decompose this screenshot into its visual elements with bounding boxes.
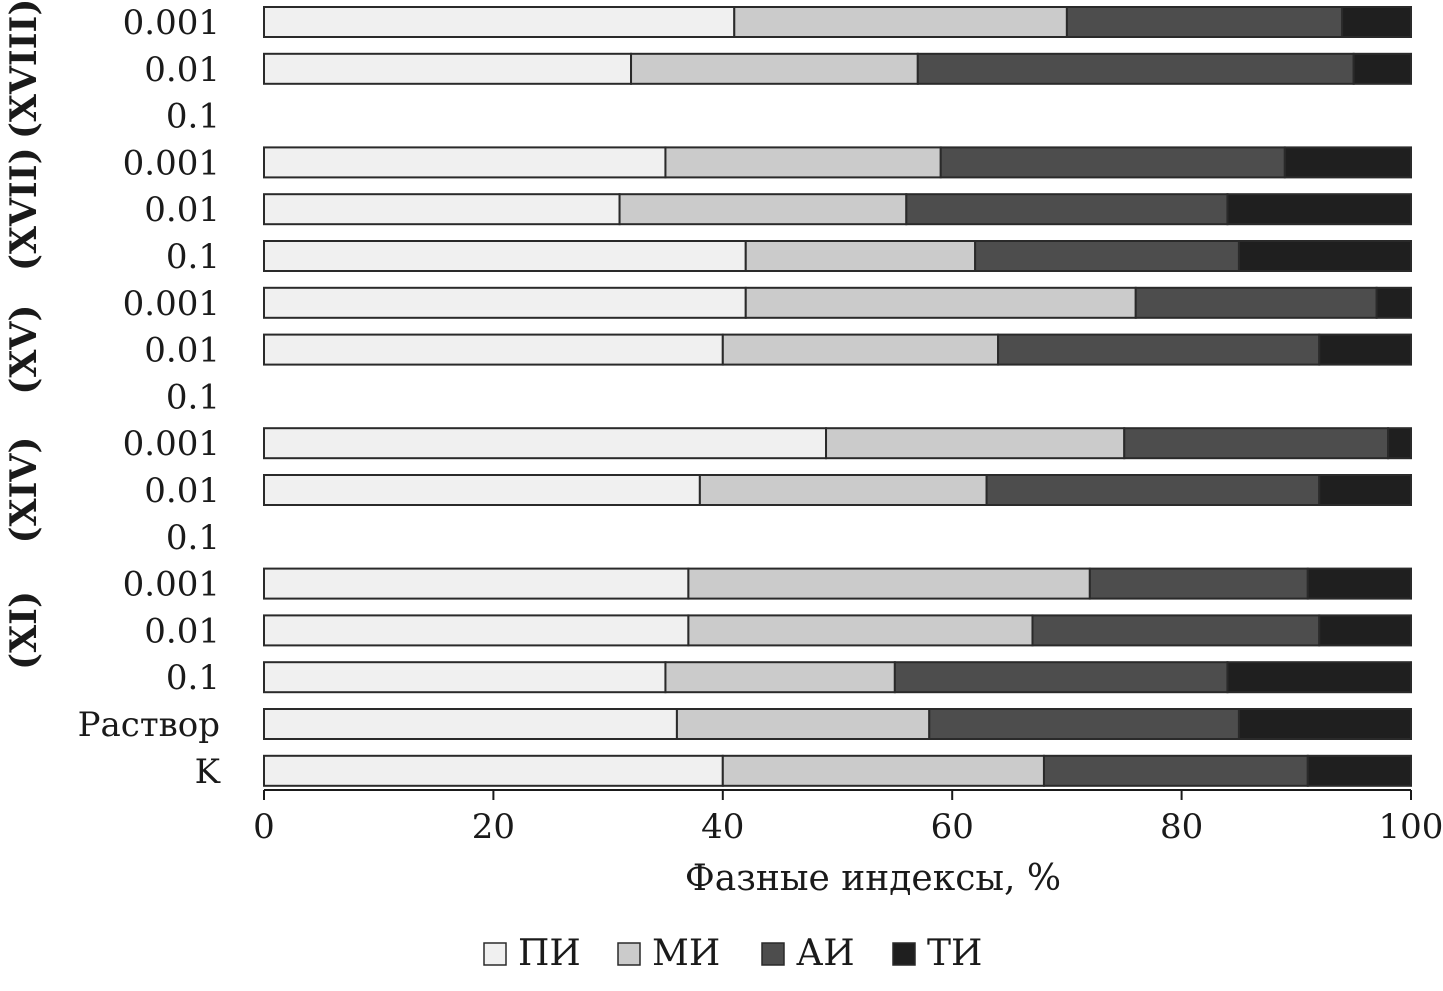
category-labels: 0.001 0.01 0.1 0.001 0.01 0.1 0.001 0.01 0.1 0.00… [78,3,221,792]
bar-segment-ПИ-row-3 [263,146,667,179]
bar-segment-ПИ-row-1 [263,52,633,85]
legend-swatch-АИ [761,942,785,966]
bar-segment-ТИ-row-5 [1237,240,1412,272]
bar-segment-МИ-row-7 [721,333,1000,366]
category-label: 0.01 [144,190,220,230]
category-label: K [195,752,221,792]
bar-segment-МИ-row-9 [825,427,1126,460]
category-label: 0.1 [166,97,220,137]
bar-segment-ТИ-row-13 [1318,614,1412,647]
bar-segment-АИ-row-13 [1031,614,1321,647]
category-label: 0.001 [123,565,220,605]
bar-segment-АИ-row-7 [997,333,1321,366]
category-label: 0.1 [166,377,220,417]
category-label: 0.01 [144,471,220,511]
category-label: 0.001 [123,143,220,183]
x-tick-label: 0 [253,807,275,847]
bar-segment-АИ-row-9 [1123,427,1390,460]
category-label: 0.001 [123,284,220,324]
bar-segment-АИ-row-1 [916,52,1355,85]
bar-segment-ПИ-row-13 [263,614,690,647]
bar-segment-ТИ-row-6 [1375,286,1412,319]
x-tick-label: 60 [931,807,974,847]
legend: ПИ МИ АИ ТИ [483,933,982,974]
legend-swatch-МИ [617,942,641,966]
bar-segment-ПИ-row-6 [263,286,747,319]
bar-segment-АИ-row-6 [1134,286,1378,319]
bar-segment-МИ-row-10 [698,474,988,506]
legend-swatch-ПИ [483,942,507,966]
category-label: 0.1 [166,658,220,698]
bar-segment-АИ-row-4 [905,193,1229,226]
x-axis: 0 20 40 60 80 100 [253,789,1443,847]
bar-segment-ПИ-row-15 [263,708,678,740]
bar-segment-ПИ-row-7 [263,333,724,366]
bar-segment-ПИ-row-4 [263,193,621,226]
bar-segment-ТИ-row-16 [1306,754,1413,787]
bar-segment-ТИ-row-1 [1352,52,1413,85]
bar-segment-ТИ-row-3 [1283,146,1412,179]
bar-segment-МИ-row-1 [630,52,919,85]
category-label: 0.001 [123,424,220,464]
bar-segment-ПИ-row-14 [263,661,667,694]
bar-segment-АИ-row-12 [1088,567,1309,600]
bar-segment-МИ-row-3 [664,146,942,179]
bar-segment-АИ-row-15 [928,708,1240,740]
group-label: (XV) [3,305,45,395]
category-label: Раствор [78,705,220,745]
bar-segment-МИ-row-4 [618,193,908,226]
category-label: 0.01 [144,331,220,371]
bar-segment-ПИ-row-10 [263,474,701,506]
x-tick-label: 40 [701,807,744,847]
legend-label-АИ: АИ [796,933,855,974]
bar-segment-МИ-row-12 [687,567,1091,600]
bar-segment-ТИ-row-14 [1226,661,1412,694]
group-label: (XVII) [3,147,45,271]
bar-segment-ПИ-row-9 [263,427,828,460]
bar-segment-ПИ-row-5 [263,240,747,272]
legend-swatch-ТИ [892,942,916,966]
legend-label-ПИ: ПИ [518,933,581,974]
bar-segment-АИ-row-3 [939,146,1286,179]
bar-segment-МИ-row-6 [744,286,1137,319]
category-label: 0.1 [166,237,220,277]
category-label: 0.001 [123,3,220,43]
bar-segment-АИ-row-10 [985,474,1321,506]
bar-segment-ТИ-row-12 [1306,567,1413,600]
bar-segment-ТИ-row-4 [1226,193,1412,226]
bar-segment-АИ-row-14 [893,661,1229,694]
bar-segment-АИ-row-16 [1042,754,1309,787]
bar-segment-АИ-row-5 [974,240,1240,272]
group-label: (XIV) [3,437,45,544]
bar-segment-МИ-row-14 [664,661,896,694]
bar-segment-ПИ-row-12 [263,567,690,600]
bar-segment-ПИ-row-0 [263,6,736,38]
category-label: 0.01 [144,50,220,90]
bar-segment-МИ-row-15 [675,708,931,740]
bar-segment-ТИ-row-9 [1387,427,1413,460]
bar-segment-МИ-row-13 [687,614,1034,647]
x-tick-label: 100 [1379,807,1443,847]
bar-segment-ТИ-row-15 [1237,708,1412,740]
bar-segment-ТИ-row-0 [1341,6,1413,38]
group-labels: (XVIII) (XVII) (XV) (XIV) (XI) [3,0,45,670]
bar-segment-МИ-row-16 [721,754,1045,787]
bar-segment-МИ-row-5 [744,240,977,272]
x-tick-label: 20 [472,807,515,847]
legend-label-ТИ: ТИ [927,933,982,974]
bar-segment-АИ-row-0 [1065,6,1344,38]
bar-segment-ПИ-row-16 [263,754,724,787]
bars-layer [263,6,1413,787]
category-label: 0.01 [144,611,220,651]
bar-segment-ТИ-row-7 [1318,333,1412,366]
group-label: (XVIII) [3,0,45,139]
x-axis-title: Фазные индексы, % [685,858,1061,899]
bar-segment-МИ-row-0 [733,6,1068,38]
category-label: 0.1 [166,518,220,558]
legend-label-МИ: МИ [652,933,720,974]
bar-segment-ТИ-row-10 [1318,474,1412,506]
group-label: (XI) [3,591,45,670]
x-tick-label: 80 [1160,807,1203,847]
